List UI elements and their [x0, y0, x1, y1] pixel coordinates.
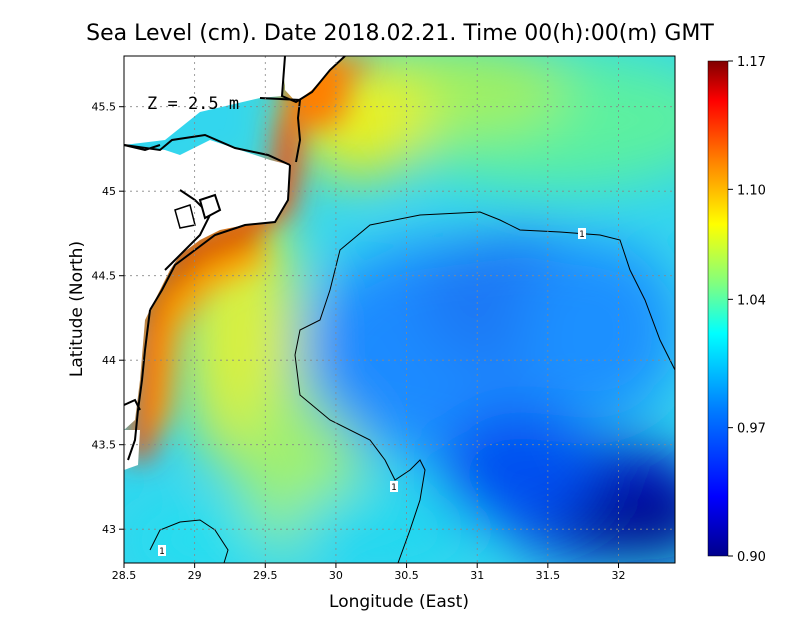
colorbar-tick-label: 1.04 [737, 293, 766, 308]
svg-text:1: 1 [159, 547, 165, 557]
contour-label: 1 [578, 228, 586, 240]
y-axis-label: Latitude (North) [67, 241, 87, 377]
y-tick-label: 43.5 [92, 439, 117, 452]
svg-text:1: 1 [391, 483, 397, 493]
contour-label: 1 [158, 545, 166, 557]
colorbar-tick-label: 1.17 [737, 55, 766, 70]
chart-title: Sea Level (cm). Date 2018.02.21. Time 00… [86, 21, 714, 46]
colorbar-tick-label: 0.90 [737, 550, 766, 565]
x-tick-label: 30 [329, 569, 343, 582]
x-tick-label: 31.5 [536, 569, 561, 582]
x-tick-label: 32 [611, 569, 625, 582]
y-tick-label: 43 [102, 523, 116, 536]
depth-annotation: Z = 2.5 m [147, 94, 239, 114]
x-tick-label: 29.5 [253, 569, 278, 582]
x-tick-label: 28.5 [112, 569, 137, 582]
y-tick-label: 44.5 [92, 270, 117, 283]
svg-text:1: 1 [579, 230, 585, 240]
y-axis: 43 43.5 44 44.5 45 45.5 [92, 101, 125, 537]
x-tick-label: 30.5 [394, 569, 419, 582]
x-tick-label: 29 [188, 569, 202, 582]
colorbar: 0.90 0.97 1.04 1.10 1.17 [708, 55, 766, 565]
y-tick-label: 44 [102, 354, 116, 367]
sea-level-field [124, 40, 730, 570]
x-axis: 28.5 29 29.5 30 30.5 31 31.5 32 [112, 563, 626, 582]
contour-label: 1 [390, 481, 398, 493]
x-axis-label: Longitude (East) [329, 592, 469, 612]
colorbar-tick-label: 0.97 [737, 422, 766, 437]
y-tick-label: 45 [102, 185, 116, 198]
colorbar-tick-label: 1.10 [737, 183, 766, 198]
x-tick-label: 31 [470, 569, 484, 582]
y-tick-label: 45.5 [92, 101, 117, 114]
